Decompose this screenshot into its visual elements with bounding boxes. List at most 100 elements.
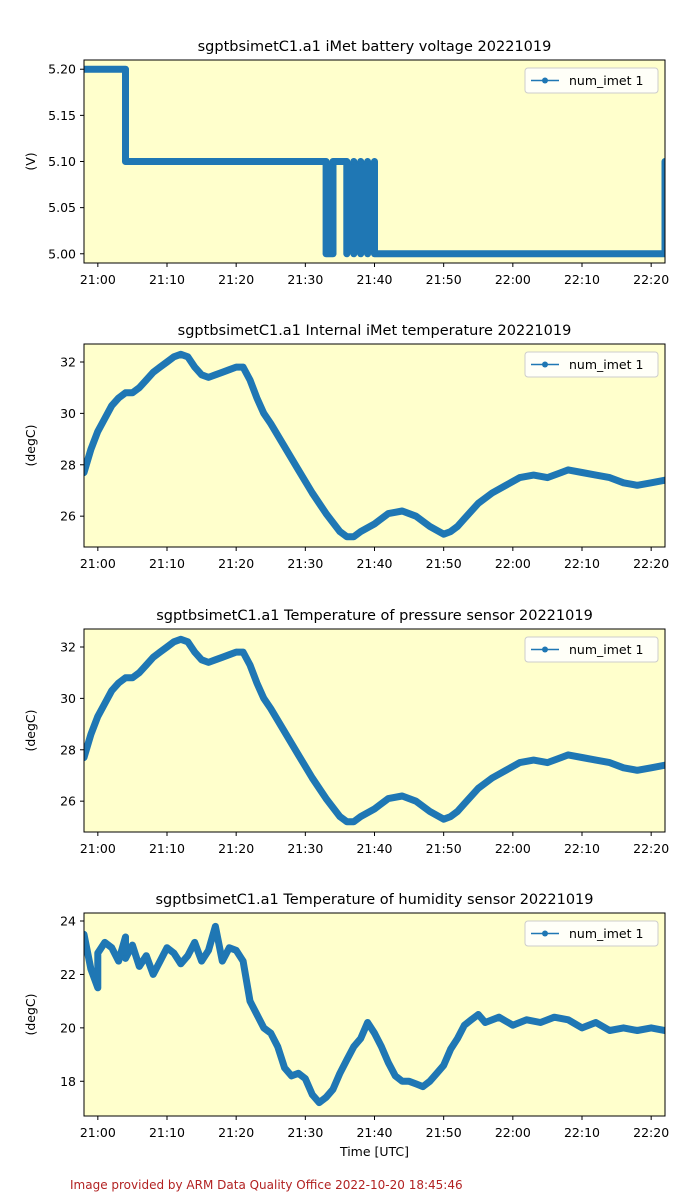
data-point <box>101 415 109 422</box>
y-tick-label: 5.15 <box>48 108 76 123</box>
data-point <box>412 798 420 805</box>
y-tick-label: 24 <box>60 914 76 929</box>
data-point <box>343 158 350 165</box>
legend-box <box>524 636 659 663</box>
data-point <box>357 158 364 165</box>
data-point <box>84 754 88 761</box>
data-point <box>426 1078 433 1085</box>
data-point <box>191 648 198 656</box>
data-point <box>115 679 122 687</box>
y-axis-label: (degC) <box>23 424 38 466</box>
x-tick-label: 21:20 <box>218 556 254 571</box>
data-point <box>198 957 205 965</box>
y-tick-label: 18 <box>60 1074 76 1089</box>
data-point <box>309 774 316 782</box>
chart-panel-3: 26 28 30 32 21:00 21:10 21:20 21:30 21:40 21:50 22… <box>23 608 669 856</box>
legend: num_imet 1 <box>524 920 659 947</box>
data-point <box>233 947 240 954</box>
data-point <box>620 479 627 486</box>
data-point <box>163 944 171 951</box>
x-tick-label: 22:10 <box>564 1125 600 1140</box>
chart-panel-2: 26 28 30 32 21:00 21:10 21:20 21:30 21:40 21:50 22… <box>23 323 669 571</box>
data-point <box>108 687 115 694</box>
data-point <box>163 643 171 651</box>
data-point <box>205 947 212 954</box>
data-point <box>94 984 102 991</box>
data-point <box>343 818 350 825</box>
data-point <box>558 469 565 476</box>
data-point <box>267 420 274 427</box>
y-tick-label: 26 <box>60 794 76 809</box>
data-point <box>385 510 392 517</box>
data-point <box>509 1021 516 1029</box>
data-point <box>274 1043 281 1050</box>
data-point <box>253 394 261 402</box>
data-point <box>592 471 599 479</box>
data-point <box>267 705 274 712</box>
data-point <box>371 1030 378 1037</box>
data-point <box>101 700 109 707</box>
x-tick-label: 22:20 <box>633 272 669 287</box>
data-point <box>191 363 198 371</box>
data-point <box>156 957 164 965</box>
data-point <box>364 250 371 257</box>
x-tick-label: 22:00 <box>495 556 531 571</box>
data-point <box>219 654 226 661</box>
x-tick-label: 21:40 <box>356 841 392 856</box>
x-tick-label: 21:10 <box>149 272 185 287</box>
data-point <box>350 250 357 257</box>
data-point <box>150 654 157 661</box>
data-point <box>392 1072 399 1080</box>
legend: num_imet 1 <box>524 351 659 378</box>
data-point <box>475 500 482 507</box>
data-point <box>488 489 496 497</box>
data-point <box>212 371 219 378</box>
x-tick-label: 21:00 <box>80 1125 116 1140</box>
x-tick-label: 21:20 <box>218 1125 254 1140</box>
data-point <box>267 1030 274 1037</box>
data-point <box>495 1014 503 1021</box>
data-point <box>281 1064 288 1072</box>
data-point <box>233 363 240 371</box>
data-point <box>170 353 178 360</box>
data-point <box>620 764 627 771</box>
data-point <box>219 369 226 376</box>
legend-box <box>524 67 659 94</box>
data-point <box>239 363 247 371</box>
data-point <box>475 1011 482 1018</box>
data-point <box>129 941 136 949</box>
y-tick-label: 22 <box>60 967 76 982</box>
data-point <box>94 713 102 720</box>
data-point <box>101 939 109 946</box>
data-point <box>565 1016 572 1023</box>
data-point <box>84 66 88 73</box>
x-tick-label: 22:20 <box>633 556 669 571</box>
data-point <box>136 384 143 391</box>
data-point <box>295 466 302 474</box>
data-point <box>350 533 357 540</box>
data-point <box>661 762 665 769</box>
data-point <box>648 1024 655 1032</box>
data-point <box>329 158 337 165</box>
data-point <box>461 1021 468 1029</box>
x-tick-label: 21:20 <box>218 272 254 287</box>
data-point <box>447 813 454 820</box>
data-point <box>212 923 219 930</box>
chart-panel-1: 5.00 5.05 5.10 5.15 5.20 21:00 21:10 21:20 21:30… <box>23 39 669 287</box>
data-point <box>122 674 129 681</box>
data-point <box>502 482 510 489</box>
x-tick-label: 22:10 <box>564 841 600 856</box>
x-tick-label: 21:30 <box>287 841 323 856</box>
data-point <box>565 466 572 474</box>
data-point <box>170 949 178 957</box>
legend-label: num_imet 1 <box>569 73 643 88</box>
data-point <box>634 767 641 774</box>
x-tick-label: 21:50 <box>426 841 462 856</box>
data-point <box>412 513 420 520</box>
data-point <box>648 479 655 486</box>
x-tick-label: 21:10 <box>149 841 185 856</box>
data-point <box>343 250 350 257</box>
data-point <box>419 1083 427 1090</box>
x-tick-label: 21:30 <box>287 556 323 571</box>
data-point <box>336 528 344 535</box>
